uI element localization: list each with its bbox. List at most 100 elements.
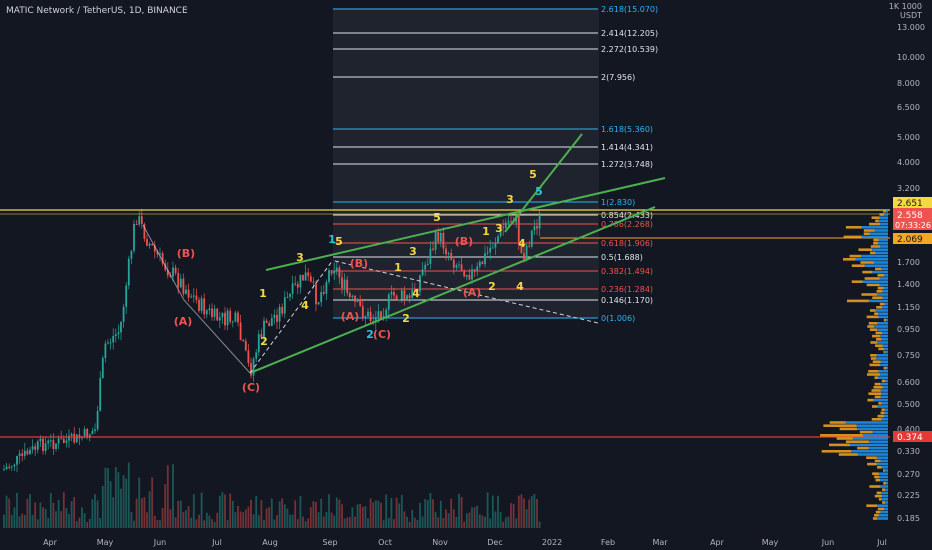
volume-profile-bar bbox=[843, 258, 856, 261]
wave-label[interactable]: 1 bbox=[259, 287, 267, 300]
wave-label[interactable]: 4 bbox=[301, 299, 309, 312]
candle-body bbox=[408, 295, 411, 299]
volume-bar bbox=[112, 497, 115, 528]
price-badges: 2.651 2.558 07:33:26 2.069 0.374 bbox=[893, 197, 932, 443]
fib-level-label: 0.854(2.433) bbox=[601, 211, 653, 220]
candle-body bbox=[5, 466, 8, 470]
candle-body bbox=[322, 291, 325, 294]
wave-label[interactable]: 4 bbox=[518, 237, 526, 250]
candle-body bbox=[127, 258, 130, 286]
wave-label[interactable]: 1 bbox=[328, 233, 336, 246]
volume-profile-bar bbox=[823, 424, 857, 427]
volume-profile-bar bbox=[872, 405, 878, 408]
volume-bar bbox=[23, 515, 26, 528]
volume-bar bbox=[190, 517, 193, 528]
candle-body bbox=[348, 293, 351, 298]
volume-bar bbox=[185, 510, 187, 528]
trend-line-lower[interactable] bbox=[249, 206, 656, 374]
candle-body bbox=[55, 443, 57, 450]
volume-bar bbox=[458, 493, 460, 528]
wave-label[interactable]: 2 bbox=[488, 280, 496, 293]
wave-label[interactable]: 4 bbox=[516, 280, 524, 293]
wave-label[interactable]: (C) bbox=[242, 381, 260, 394]
candle-body bbox=[413, 289, 416, 292]
volume-bar bbox=[221, 492, 224, 528]
volume-bar bbox=[205, 512, 208, 528]
candle-body bbox=[437, 232, 440, 242]
candle-body bbox=[445, 248, 447, 255]
wave-label[interactable]: (A) bbox=[463, 286, 482, 299]
wave-label[interactable]: (A) bbox=[341, 310, 360, 323]
candle-body bbox=[120, 321, 122, 333]
wave-label[interactable]: (B) bbox=[350, 257, 368, 270]
volume-profile-bar bbox=[882, 344, 888, 347]
wave-label[interactable]: 5 bbox=[335, 235, 343, 248]
volume-profile-bar bbox=[882, 494, 888, 498]
wave-label[interactable]: 2 bbox=[402, 312, 410, 325]
volume-profile-bar bbox=[861, 235, 888, 239]
wave-label[interactable]: 3 bbox=[296, 251, 304, 264]
volume-bar bbox=[252, 514, 255, 528]
dashed-line-leg[interactable] bbox=[249, 259, 334, 374]
trend-line-upper[interactable] bbox=[265, 177, 666, 271]
candle-body bbox=[289, 293, 291, 297]
badge-last-text: 2.558 bbox=[897, 211, 923, 221]
wave-label[interactable]: 3 bbox=[506, 193, 514, 206]
candle-body bbox=[244, 340, 247, 351]
volume-bar bbox=[296, 519, 299, 528]
wave-label[interactable]: 5 bbox=[529, 168, 537, 181]
wave-label[interactable]: 2 bbox=[366, 328, 374, 341]
fib-level-label: 0.236(1.284) bbox=[601, 285, 653, 294]
volume-bar bbox=[439, 500, 442, 528]
candle-body bbox=[135, 223, 138, 225]
dashed-projection[interactable] bbox=[334, 260, 599, 324]
candle-body bbox=[107, 342, 109, 344]
volume-bar bbox=[125, 478, 128, 528]
candle-body bbox=[26, 450, 29, 455]
wave-label[interactable]: (B) bbox=[177, 247, 195, 260]
volume-bar bbox=[161, 508, 164, 528]
wave-label[interactable]: (C) bbox=[373, 328, 391, 341]
volume-profile-bar bbox=[881, 418, 888, 421]
volume-bar bbox=[3, 514, 5, 528]
volume-bar bbox=[364, 506, 367, 528]
wave-label[interactable]: 1 bbox=[482, 225, 490, 238]
candle-body bbox=[83, 429, 86, 437]
volume-profile-bar bbox=[876, 293, 888, 296]
volume-bar bbox=[47, 518, 50, 528]
volume-profile-bar bbox=[852, 437, 888, 440]
volume-bar bbox=[473, 507, 476, 528]
volume-profile-bar bbox=[866, 373, 881, 376]
wave-label[interactable]: 5 bbox=[535, 185, 543, 198]
volume-bars bbox=[3, 462, 541, 528]
candle-body bbox=[205, 310, 208, 315]
wave-label[interactable]: 4 bbox=[412, 287, 420, 300]
volume-bar bbox=[250, 499, 252, 528]
wave-label[interactable]: (A) bbox=[174, 315, 193, 328]
volume-bar bbox=[528, 499, 531, 528]
wave-label[interactable]: 3 bbox=[409, 245, 417, 258]
wave-label[interactable]: 1 bbox=[394, 261, 402, 274]
wave-label[interactable]: 3 bbox=[495, 222, 503, 235]
volume-bar bbox=[385, 494, 388, 528]
wave-label[interactable]: 2 bbox=[260, 335, 268, 348]
price-axis[interactable] bbox=[890, 0, 932, 550]
volume-profile bbox=[820, 210, 888, 520]
volume-profile-bar bbox=[864, 264, 888, 267]
candle-body bbox=[42, 438, 44, 451]
trend-line-steep[interactable] bbox=[504, 133, 583, 233]
zigzag-correction[interactable] bbox=[142, 224, 251, 374]
candle-body bbox=[447, 253, 450, 255]
wave-label[interactable]: (B) bbox=[455, 235, 473, 248]
candle-body bbox=[99, 378, 102, 411]
volume-bar bbox=[140, 498, 143, 528]
volume-bar bbox=[413, 517, 416, 528]
candle-body bbox=[31, 446, 34, 450]
symbol-title[interactable]: MATIC Network / TetherUS, 1D, BINANCE bbox=[6, 6, 188, 16]
candle-body bbox=[471, 269, 473, 280]
volume-bar bbox=[538, 521, 541, 528]
fib-level-label: 2.618(15.070) bbox=[601, 5, 658, 14]
wave-label[interactable]: 5 bbox=[433, 211, 441, 224]
candle-body bbox=[68, 435, 70, 441]
